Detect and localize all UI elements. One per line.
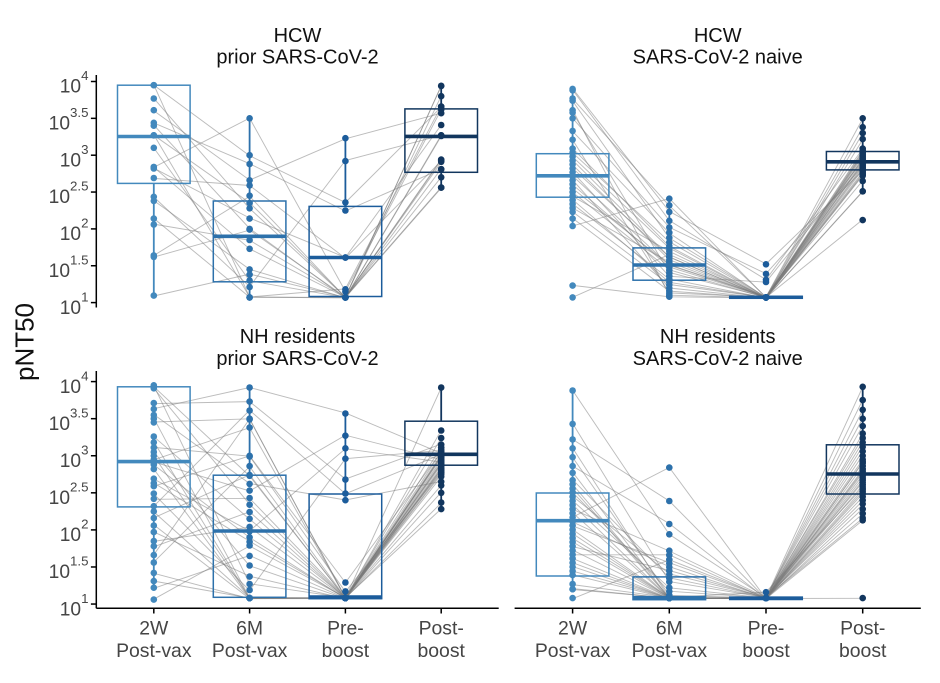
svg-text:6M: 6M <box>236 618 263 640</box>
svg-text:NH residents: NH residents <box>660 326 776 348</box>
svg-text:HCW: HCW <box>274 25 322 47</box>
svg-text:2W: 2W <box>139 618 169 640</box>
svg-text:prior SARS-CoV-2: prior SARS-CoV-2 <box>216 47 378 69</box>
svg-text:Post-: Post- <box>419 618 464 640</box>
svg-text:boost: boost <box>742 640 790 662</box>
svg-text:Post-vax: Post-vax <box>212 640 288 662</box>
svg-text:pNT50: pNT50 <box>10 303 40 381</box>
svg-text:HCW: HCW <box>694 25 742 47</box>
svg-text:boost: boost <box>417 640 465 662</box>
svg-text:2W: 2W <box>558 618 588 640</box>
svg-text:Post-vax: Post-vax <box>632 640 708 662</box>
svg-text:SARS-CoV-2 naive: SARS-CoV-2 naive <box>633 348 803 370</box>
svg-text:boost: boost <box>839 640 887 662</box>
svg-text:Post-vax: Post-vax <box>535 640 611 662</box>
svg-text:prior SARS-CoV-2: prior SARS-CoV-2 <box>216 348 378 370</box>
svg-text:Post-vax: Post-vax <box>116 640 192 662</box>
svg-text:Pre-: Pre- <box>748 618 785 640</box>
svg-text:Post-: Post- <box>840 618 885 640</box>
svg-text:NH residents: NH residents <box>240 326 356 348</box>
svg-text:6M: 6M <box>656 618 683 640</box>
svg-text:Pre-: Pre- <box>327 618 364 640</box>
svg-text:boost: boost <box>322 640 370 662</box>
svg-text:SARS-CoV-2 naive: SARS-CoV-2 naive <box>633 47 803 69</box>
